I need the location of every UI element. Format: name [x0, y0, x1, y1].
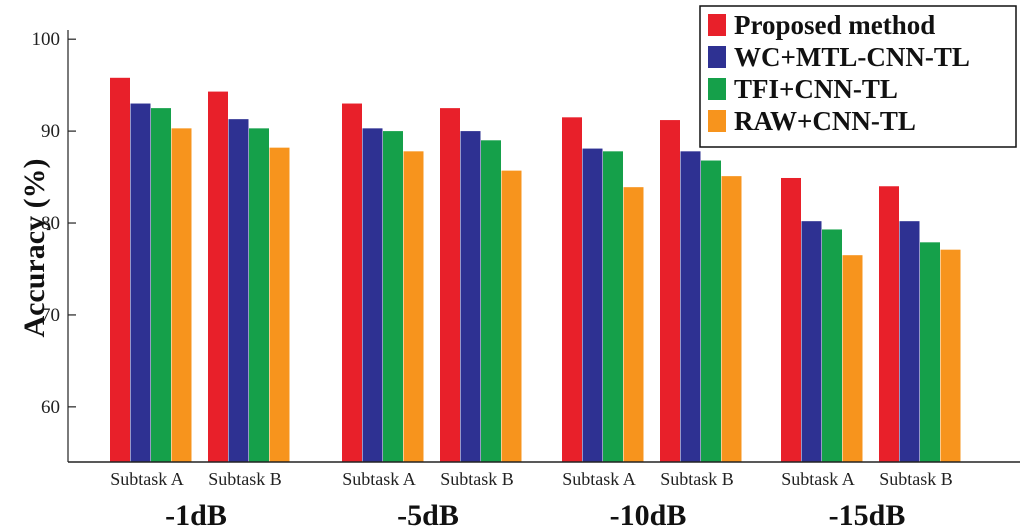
legend-swatch — [708, 78, 726, 100]
x-group-label: -5dB — [397, 499, 459, 532]
legend: Proposed methodWC+MTL-CNN-TLTFI+CNN-TLRA… — [699, 5, 1017, 148]
x-group-label: -15dB — [829, 499, 906, 532]
bar — [440, 108, 460, 463]
bar — [562, 117, 582, 462]
bar — [383, 131, 403, 462]
x-group-label: -1dB — [165, 499, 227, 532]
y-tick-label: 80 — [41, 213, 60, 234]
bar — [171, 128, 192, 462]
bar — [208, 91, 228, 462]
bar — [940, 249, 961, 462]
y-tick-label: 100 — [32, 29, 61, 50]
bar — [130, 103, 151, 462]
x-sub-label: Subtask B — [208, 469, 282, 489]
bar — [701, 160, 721, 462]
bar — [603, 151, 623, 463]
x-group-label: -10dB — [610, 499, 687, 532]
bar — [680, 151, 701, 463]
bar — [920, 242, 940, 462]
x-sub-label: Subtask B — [879, 469, 953, 489]
bar — [822, 229, 842, 462]
bar — [721, 176, 742, 462]
y-axis-label: Accuracy (%) — [18, 158, 51, 337]
x-sub-label: Subtask A — [110, 469, 184, 489]
legend-swatch — [708, 14, 726, 36]
legend-label: Proposed method — [734, 10, 935, 40]
y-tick-label: 60 — [41, 397, 60, 418]
bar — [151, 108, 171, 463]
x-sub-label: Subtask A — [342, 469, 416, 489]
bar — [249, 128, 269, 462]
bar — [660, 120, 680, 462]
bar — [403, 151, 424, 463]
bar — [269, 147, 290, 462]
bar — [781, 177, 801, 462]
bar — [582, 148, 603, 463]
legend-label: RAW+CNN-TL — [734, 106, 916, 136]
legend-swatch — [708, 46, 726, 68]
bar — [110, 77, 130, 462]
legend-label: TFI+CNN-TL — [734, 74, 898, 104]
bar — [481, 140, 501, 463]
bar — [879, 186, 899, 463]
legend-swatch — [708, 110, 726, 132]
bar — [501, 170, 522, 462]
y-tick-label: 70 — [41, 305, 60, 326]
x-sub-label: Subtask A — [562, 469, 636, 489]
legend-label: WC+MTL-CNN-TL — [734, 42, 970, 72]
y-tick-label: 90 — [41, 121, 60, 142]
y-axis-ticks: 60 70 80 90 100 — [32, 29, 76, 418]
bar — [899, 221, 920, 462]
x-sub-label: Subtask B — [440, 469, 514, 489]
bar — [842, 255, 863, 462]
bar — [362, 128, 383, 462]
x-axis-labels: Subtask A Subtask B Subtask A Subtask B Subt… — [110, 469, 953, 532]
bar — [342, 103, 362, 462]
x-sub-label: Subtask A — [781, 469, 855, 489]
bar — [801, 221, 822, 462]
bars — [110, 77, 961, 463]
legend-box — [699, 5, 1017, 148]
x-sub-label: Subtask B — [660, 469, 734, 489]
bar — [460, 131, 481, 462]
bar — [228, 119, 249, 463]
bar — [623, 187, 644, 462]
